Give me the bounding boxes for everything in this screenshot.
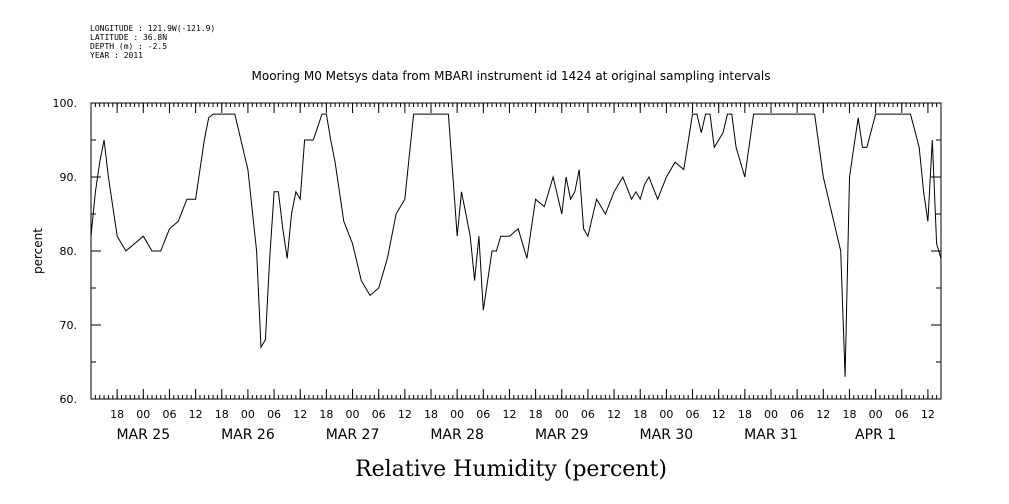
x-hour-label: 06	[476, 408, 490, 421]
x-date-label: APR 1	[855, 427, 896, 443]
x-hour-label: 00	[869, 408, 883, 421]
x-hour-label: 18	[424, 408, 438, 421]
x-date-label: MAR 27	[326, 427, 380, 443]
x-hour-label: 00	[450, 408, 464, 421]
y-tick-label: 80.	[60, 245, 78, 258]
y-tick-label: 90.	[60, 171, 78, 184]
metadata-line: YEAR : 2011	[90, 51, 143, 60]
x-hour-label: 06	[372, 408, 386, 421]
x-hour-label: 12	[502, 408, 516, 421]
x-hour-label: 12	[293, 408, 307, 421]
metadata-block: LONGITUDE : 121.9W(-121.9)LATITUDE : 36.…	[90, 24, 215, 60]
x-hour-label: 18	[633, 408, 647, 421]
x-hour-label: 00	[136, 408, 150, 421]
x-hour-label: 18	[319, 408, 333, 421]
x-date-label: MAR 30	[640, 427, 694, 443]
x-hour-label: 18	[110, 408, 124, 421]
humidity-series-line	[90, 113, 942, 377]
y-tick-label: 60.	[60, 393, 78, 406]
x-hour-label: 06	[790, 408, 804, 421]
metadata-line: LONGITUDE : 121.9W(-121.9)	[90, 24, 215, 33]
x-hour-label: 18	[215, 408, 229, 421]
x-date-label: MAR 25	[116, 427, 170, 443]
x-hour-label: 18	[738, 408, 752, 421]
metadata-line: LATITUDE : 36.8N	[90, 33, 167, 42]
y-tick-label: 70.	[60, 319, 78, 332]
x-hour-label: 00	[659, 408, 673, 421]
y-axis-label: percent	[31, 228, 45, 274]
x-hour-label: 12	[712, 408, 726, 421]
x-hour-label: 00	[555, 408, 569, 421]
x-date-label: MAR 31	[744, 427, 798, 443]
x-hour-label: 18	[529, 408, 543, 421]
x-date-label: MAR 29	[535, 427, 589, 443]
minor-tick-marks	[90, 103, 942, 399]
x-hour-label: 12	[607, 408, 621, 421]
x-hour-label: 00	[764, 408, 778, 421]
x-hour-label: 18	[842, 408, 856, 421]
x-date-label: MAR 26	[221, 427, 275, 443]
x-hour-label: 00	[241, 408, 255, 421]
x-axis: 18 00 06 12 18 00 06 12 18 00 06 12 18 00 06 12 18 00 06 12…	[110, 103, 935, 443]
x-axis-label: Relative Humidity (percent)	[355, 457, 667, 482]
y-tick-label: 100.	[53, 97, 78, 110]
x-hour-label: 12	[816, 408, 830, 421]
x-hour-label: 06	[162, 408, 176, 421]
plot-frame	[90, 102, 942, 400]
x-hour-label: 00	[346, 408, 360, 421]
x-hour-label: 12	[921, 408, 935, 421]
x-hour-label: 12	[398, 408, 412, 421]
metadata-line: DEPTH (m) : -2.5	[90, 42, 167, 51]
x-hour-label: 06	[267, 408, 281, 421]
x-hour-label: 12	[189, 408, 203, 421]
x-date-label: MAR 28	[430, 427, 484, 443]
x-hour-label: 06	[581, 408, 595, 421]
x-hour-label: 06	[686, 408, 700, 421]
chart-title: Mooring M0 Metsys data from MBARI instru…	[252, 69, 771, 83]
x-hour-label: 06	[895, 408, 909, 421]
y-axis: 60. 70. 80. 90. 100.	[53, 97, 941, 406]
